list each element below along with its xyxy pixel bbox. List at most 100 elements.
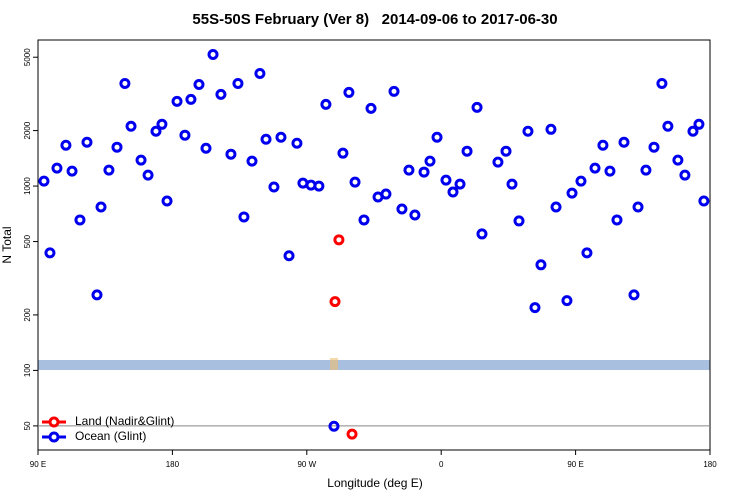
point <box>320 98 332 110</box>
point <box>215 88 227 100</box>
point <box>91 289 103 301</box>
y-tick-label: 100 <box>23 363 32 377</box>
point <box>687 125 699 137</box>
land-patch <box>330 358 338 370</box>
point <box>471 101 483 113</box>
land-band <box>38 360 710 370</box>
point <box>95 201 107 213</box>
point <box>440 174 452 186</box>
point <box>597 139 609 151</box>
point <box>672 154 684 166</box>
point <box>698 195 710 207</box>
point <box>246 155 258 167</box>
point <box>447 186 459 198</box>
point <box>51 162 63 174</box>
point <box>454 178 466 190</box>
point <box>575 175 587 187</box>
point <box>566 187 578 199</box>
point <box>171 95 183 107</box>
point <box>476 228 488 240</box>
point <box>388 85 400 97</box>
point <box>522 125 534 137</box>
x-tick-label: 90 E <box>567 460 583 469</box>
point <box>179 129 191 141</box>
y-tick-label: 2000 <box>23 121 32 139</box>
point <box>150 125 162 137</box>
point <box>66 165 78 177</box>
x-tick-label: 0 <box>439 460 444 469</box>
point <box>418 166 430 178</box>
point <box>611 214 623 226</box>
point <box>396 203 408 215</box>
point <box>103 164 115 176</box>
point <box>60 139 72 151</box>
point <box>125 120 137 132</box>
point <box>662 120 674 132</box>
legend-label: Ocean (Glint) <box>75 429 146 443</box>
point <box>431 131 443 143</box>
point <box>119 77 131 89</box>
x-tick-label: 90 E <box>30 460 46 469</box>
point <box>238 211 250 223</box>
point <box>693 118 705 130</box>
point <box>328 420 340 432</box>
point <box>291 137 303 149</box>
point <box>329 296 341 308</box>
y-tick-label: 5000 <box>23 48 32 66</box>
point <box>275 131 287 143</box>
point <box>111 141 123 153</box>
point <box>200 142 212 154</box>
chart-title: 55S-50S February (Ver 8) 2014-09-06 to 2… <box>192 11 557 28</box>
point <box>632 201 644 213</box>
point <box>604 165 616 177</box>
point <box>232 77 244 89</box>
point <box>185 93 197 105</box>
legend-marker <box>48 416 60 428</box>
point <box>581 247 593 259</box>
point <box>640 164 652 176</box>
point <box>74 214 86 226</box>
x-tick-label: 180 <box>166 460 180 469</box>
y-axis-label: N Total <box>0 226 14 263</box>
point <box>550 201 562 213</box>
point <box>589 162 601 174</box>
point <box>260 133 272 145</box>
plot-frame <box>37 39 711 451</box>
legend-marker <box>48 431 60 443</box>
point <box>648 141 660 153</box>
point <box>343 86 355 98</box>
point <box>44 247 56 259</box>
point <box>135 154 147 166</box>
point <box>333 234 345 246</box>
point <box>500 145 512 157</box>
point <box>545 123 557 135</box>
y-tick-label: 1000 <box>23 177 32 195</box>
point <box>193 78 205 90</box>
x-tick-label: 180 <box>703 460 717 469</box>
point <box>513 215 525 227</box>
legend-label: Land (Nadir&Glint) <box>75 414 174 428</box>
point <box>156 118 168 130</box>
y-tick-label: 50 <box>23 421 32 430</box>
point <box>424 155 436 167</box>
point <box>358 214 370 226</box>
point <box>365 102 377 114</box>
point <box>492 156 504 168</box>
x-tick-label: 90 W <box>297 460 316 469</box>
point <box>561 295 573 307</box>
point <box>529 302 541 314</box>
point <box>349 176 361 188</box>
point <box>161 195 173 207</box>
point <box>506 178 518 190</box>
point <box>337 147 349 159</box>
point <box>283 250 295 262</box>
x-axis-label: Longitude (deg E) <box>327 476 422 490</box>
point <box>38 175 50 187</box>
point <box>254 67 266 79</box>
point <box>679 169 691 181</box>
point <box>346 428 358 440</box>
point <box>380 188 392 200</box>
point <box>225 148 237 160</box>
point <box>403 164 415 176</box>
